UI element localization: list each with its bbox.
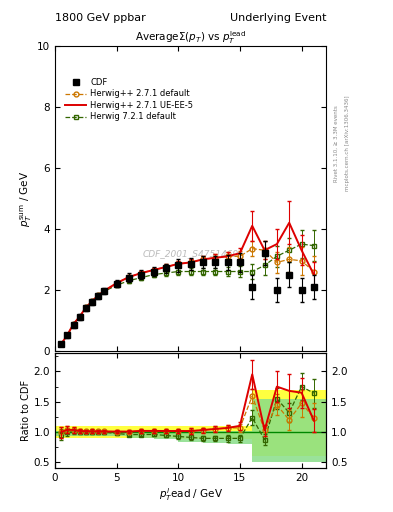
X-axis label: $p_T^{l}$ead / GeV: $p_T^{l}$ead / GeV (158, 486, 223, 503)
Text: mcplots.cern.ch [arXiv:1306.3436]: mcplots.cern.ch [arXiv:1306.3436] (345, 96, 350, 191)
Text: CDF_2001_S4751469: CDF_2001_S4751469 (143, 249, 239, 258)
Text: Underlying Event: Underlying Event (230, 13, 326, 23)
Y-axis label: Ratio to CDF: Ratio to CDF (21, 380, 31, 441)
Text: 1800 GeV ppbar: 1800 GeV ppbar (55, 13, 146, 23)
Text: Rivet 3.1.10, ≥ 3.3M events: Rivet 3.1.10, ≥ 3.3M events (334, 105, 338, 182)
Title: Average$\Sigma(p_T)$ vs $p_T^\mathrm{lead}$: Average$\Sigma(p_T)$ vs $p_T^\mathrm{lea… (135, 29, 246, 46)
Y-axis label: $p_T^\mathrm{sum}$ / GeV: $p_T^\mathrm{sum}$ / GeV (19, 170, 34, 227)
Legend: CDF, Herwig++ 2.7.1 default, Herwig++ 2.7.1 UE-EE-5, Herwig 7.2.1 default: CDF, Herwig++ 2.7.1 default, Herwig++ 2.… (62, 75, 196, 125)
